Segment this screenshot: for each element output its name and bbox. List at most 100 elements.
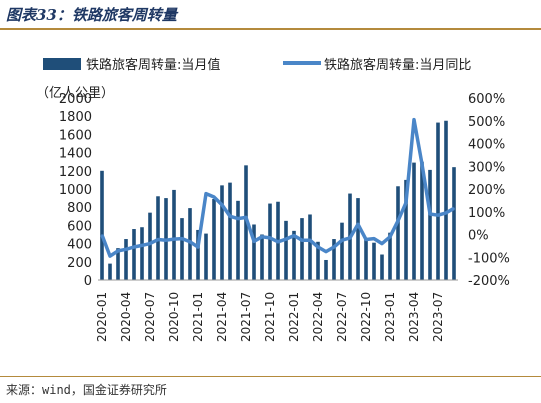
bar — [204, 233, 208, 280]
x-tick-label: 2020-04 — [119, 292, 133, 342]
bar — [292, 230, 296, 280]
bottom-rule — [0, 376, 541, 377]
bar — [396, 186, 400, 280]
legend: 铁路旅客周转量:当月值 铁路旅客周转量:当月同比 — [43, 57, 471, 73]
bar — [180, 218, 184, 280]
line-point — [173, 238, 175, 240]
line-point — [285, 238, 287, 240]
bar — [228, 182, 232, 280]
left-axis-label: （亿人公里） — [36, 86, 114, 101]
bar — [372, 242, 376, 280]
bar — [132, 229, 136, 280]
line-point — [413, 118, 415, 121]
line-point — [293, 234, 295, 237]
line-point — [109, 255, 111, 257]
bar — [412, 162, 416, 280]
left-tick-label: 1200 — [59, 165, 92, 180]
line-point — [429, 213, 431, 215]
line-point — [389, 235, 391, 238]
line-point — [269, 237, 271, 239]
right-tick-label: 100% — [468, 206, 505, 221]
bar — [420, 161, 424, 280]
line-point — [189, 240, 191, 243]
x-tick-label: 2021-04 — [215, 292, 229, 342]
line-point — [357, 223, 359, 226]
line-point — [141, 244, 143, 247]
left-tick-label: 400 — [67, 238, 92, 253]
line-point — [333, 246, 335, 248]
bar — [324, 259, 328, 280]
line-point — [157, 238, 159, 241]
line-point — [325, 250, 327, 253]
bar — [428, 169, 432, 280]
left-tick-label: 0 — [84, 274, 92, 289]
line-point — [317, 246, 319, 248]
right-tick-label: 300% — [468, 160, 505, 175]
line-point — [197, 246, 199, 248]
line-point — [133, 246, 135, 248]
x-tick-label: 2020-10 — [167, 292, 181, 342]
line-point — [149, 242, 151, 245]
line-point — [349, 237, 351, 239]
line-point — [117, 250, 119, 252]
legend-line-label: 铁路旅客周转量:当月同比 — [324, 57, 471, 73]
source-note: 来源：wind，国金证券研究所 — [6, 383, 167, 397]
bar — [100, 170, 104, 280]
left-tick-label: 2000 — [59, 92, 92, 107]
line-point — [437, 214, 439, 216]
line-point — [277, 240, 279, 243]
bar — [148, 212, 152, 280]
x-tick-label: 2021-10 — [263, 292, 277, 342]
line-point — [229, 215, 231, 218]
bar — [364, 239, 368, 280]
bar — [108, 263, 112, 280]
line-point — [453, 207, 455, 210]
chart: 铁路旅客周转量:当月值 铁路旅客周转量:当月同比 （亿人公里） 0 200 400 6… — [36, 57, 510, 342]
right-tick-label: 500% — [468, 115, 505, 130]
left-tick-label: 1600 — [59, 128, 92, 143]
x-tick-label: 2023-01 — [383, 292, 397, 342]
line-point — [237, 217, 239, 220]
bar — [316, 241, 320, 280]
legend-bar-swatch — [43, 58, 81, 70]
bar — [260, 234, 264, 280]
line-point — [405, 201, 407, 204]
right-tick-label: -200% — [468, 274, 510, 289]
line-point — [381, 242, 383, 245]
left-tick-label: 1000 — [59, 183, 92, 198]
bar — [404, 179, 408, 280]
x-tick-label: 2022-07 — [335, 292, 349, 342]
bar — [268, 203, 272, 280]
bar — [388, 232, 392, 280]
bar — [196, 229, 200, 280]
x-tick-label: 2022-10 — [359, 292, 373, 342]
x-tick-label: 2020-07 — [143, 292, 157, 342]
bar — [188, 208, 192, 280]
title-rule — [0, 28, 541, 30]
bar — [140, 227, 144, 280]
left-tick-label: 600 — [67, 219, 92, 234]
bar — [220, 185, 224, 280]
bar — [212, 199, 216, 280]
line-point — [101, 234, 103, 236]
line-point — [365, 238, 367, 241]
line-point — [213, 196, 215, 198]
left-tick-label: 800 — [67, 201, 92, 216]
bar — [300, 218, 304, 280]
line-point — [309, 239, 311, 241]
line-point — [181, 237, 183, 240]
x-tick-label: 2021-01 — [191, 292, 205, 342]
line-point — [301, 239, 303, 241]
x-tick-label: 2020-01 — [95, 292, 109, 342]
right-tick-label: 0% — [468, 229, 489, 244]
bar — [340, 222, 344, 280]
left-tick-label: 200 — [67, 256, 92, 271]
bar — [332, 239, 336, 280]
right-tick-label: 200% — [468, 183, 505, 198]
bar — [356, 198, 360, 280]
line-point — [373, 237, 375, 240]
line-point — [341, 239, 343, 241]
bar — [124, 239, 128, 280]
line-point — [165, 239, 167, 241]
x-tick-label: 2023-04 — [407, 292, 421, 342]
